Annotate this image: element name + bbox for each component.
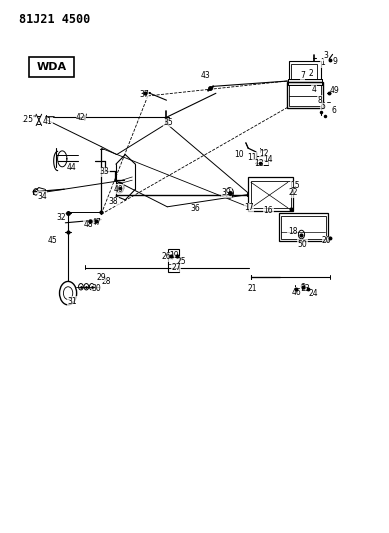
Text: 31: 31 xyxy=(67,297,77,305)
Text: 23: 23 xyxy=(301,285,310,293)
Text: 37: 37 xyxy=(139,91,149,99)
Bar xyxy=(289,85,321,106)
Bar xyxy=(288,79,322,85)
Text: 12: 12 xyxy=(259,149,268,158)
Text: 16: 16 xyxy=(264,206,273,215)
Text: 13: 13 xyxy=(254,159,263,168)
Bar xyxy=(168,249,179,272)
Text: 44: 44 xyxy=(67,164,77,172)
Bar xyxy=(279,213,328,241)
Text: .25": .25" xyxy=(21,116,37,124)
Text: 1: 1 xyxy=(321,59,325,67)
Text: 46: 46 xyxy=(291,288,301,296)
Text: WDA: WDA xyxy=(37,62,67,72)
Text: 30: 30 xyxy=(91,285,102,293)
Text: 43: 43 xyxy=(200,71,210,80)
Text: 26: 26 xyxy=(162,253,171,261)
Text: 49: 49 xyxy=(329,86,340,95)
Text: 21: 21 xyxy=(247,285,257,293)
Text: 32: 32 xyxy=(57,213,66,222)
Text: 50: 50 xyxy=(298,240,308,248)
Bar xyxy=(288,79,322,85)
Text: 27: 27 xyxy=(171,263,180,272)
Text: 2: 2 xyxy=(309,69,314,78)
Text: 8: 8 xyxy=(317,96,322,104)
Text: 34: 34 xyxy=(37,192,47,200)
Bar xyxy=(29,57,74,77)
Text: 47: 47 xyxy=(91,219,102,227)
Text: 40: 40 xyxy=(114,185,124,193)
Text: 36: 36 xyxy=(190,205,200,213)
Bar xyxy=(281,216,326,239)
Text: 41: 41 xyxy=(43,117,52,126)
Text: 10: 10 xyxy=(235,150,244,159)
Text: 48: 48 xyxy=(84,221,93,229)
Text: 9: 9 xyxy=(333,57,338,66)
Text: 19: 19 xyxy=(170,252,179,260)
Text: 81J21 4500: 81J21 4500 xyxy=(19,13,91,26)
Text: 35: 35 xyxy=(163,118,173,127)
Text: 6: 6 xyxy=(331,106,336,115)
Text: 3: 3 xyxy=(324,52,328,60)
Text: 4: 4 xyxy=(312,85,317,94)
Bar xyxy=(256,156,268,165)
Text: 17: 17 xyxy=(244,204,254,212)
Text: 28: 28 xyxy=(101,277,110,286)
Text: 45: 45 xyxy=(47,237,58,245)
Text: 22: 22 xyxy=(289,189,298,197)
Text: 20: 20 xyxy=(322,237,331,245)
Bar xyxy=(248,177,293,211)
Text: 5: 5 xyxy=(321,102,325,111)
Bar xyxy=(291,64,317,79)
Bar xyxy=(287,82,323,108)
Bar xyxy=(251,181,291,208)
Text: 18: 18 xyxy=(288,228,297,236)
Text: 39: 39 xyxy=(221,189,231,197)
Text: 33: 33 xyxy=(99,167,109,176)
Text: 11: 11 xyxy=(247,153,257,161)
Text: 29: 29 xyxy=(96,273,106,281)
Text: 38: 38 xyxy=(109,197,118,206)
Text: 42: 42 xyxy=(76,113,86,122)
Text: 14: 14 xyxy=(264,156,273,164)
Text: 25: 25 xyxy=(176,257,186,265)
Text: 24: 24 xyxy=(308,289,318,297)
Bar xyxy=(289,61,321,81)
Text: 15: 15 xyxy=(290,181,300,190)
Text: 7: 7 xyxy=(300,71,305,80)
